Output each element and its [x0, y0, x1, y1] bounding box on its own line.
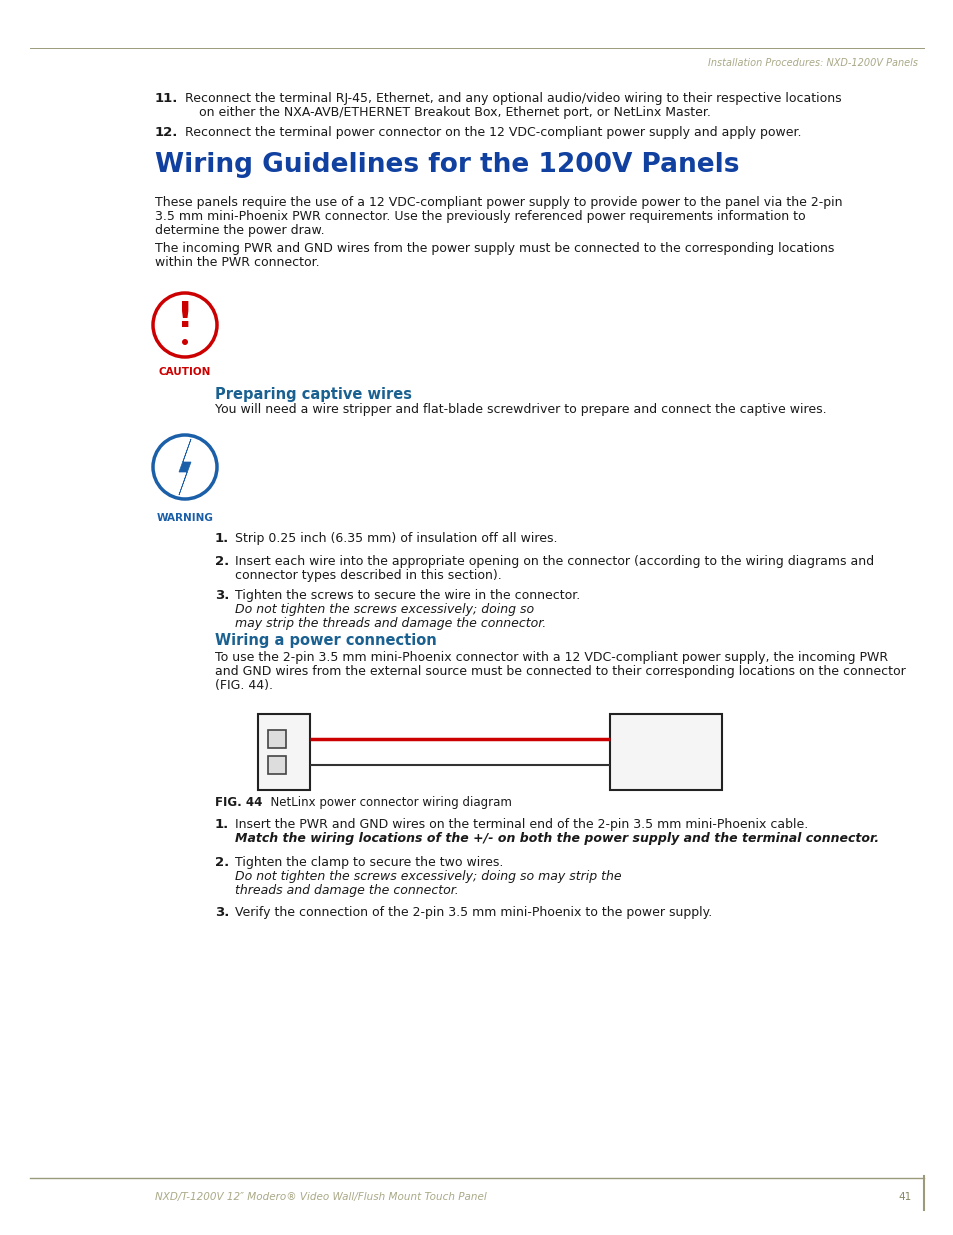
Text: Wiring Guidelines for the 1200V Panels: Wiring Guidelines for the 1200V Panels	[154, 152, 739, 178]
Text: 3.: 3.	[214, 906, 229, 919]
Text: NXD/T-1200V 12″ Modero® Video Wall/Flush Mount Touch Panel: NXD/T-1200V 12″ Modero® Video Wall/Flush…	[154, 1192, 486, 1202]
Text: threads and damage the connector.: threads and damage the connector.	[234, 884, 458, 897]
Text: FIG. 44: FIG. 44	[214, 797, 262, 809]
Text: 2.: 2.	[214, 856, 229, 869]
Text: on either the NXA-AVB/ETHERNET Breakout Box, Ethernet port, or NetLinx Master.: on either the NXA-AVB/ETHERNET Breakout …	[199, 106, 710, 119]
Text: Insert each wire into the appropriate opening on the connector (according to the: Insert each wire into the appropriate op…	[234, 555, 873, 568]
Bar	[609, 714, 721, 790]
Text: (FIG. 44).: (FIG. 44).	[214, 679, 273, 692]
Text: Tighten the screws to secure the wire in the connector.: Tighten the screws to secure the wire in…	[234, 589, 663, 601]
Text: Reconnect the terminal RJ-45, Ethernet, and any optional audio/video wiring to t: Reconnect the terminal RJ-45, Ethernet, …	[185, 91, 841, 105]
Text: The incoming PWR and GND wires from the power supply must be connected to the co: The incoming PWR and GND wires from the …	[154, 242, 834, 254]
Circle shape	[182, 338, 188, 345]
Text: Do not tighten the screws excessively; doing so: Do not tighten the screws excessively; d…	[234, 603, 534, 616]
Text: To use the 2-pin 3.5 mm mini-Phoenix connector with a 12 VDC-compliant power sup: To use the 2-pin 3.5 mm mini-Phoenix con…	[214, 651, 887, 664]
Text: NetLinx power connector wiring diagram: NetLinx power connector wiring diagram	[263, 797, 512, 809]
Text: WARNING: WARNING	[156, 513, 213, 522]
Text: 1.: 1.	[214, 818, 229, 831]
Bar	[268, 730, 286, 748]
Bar	[268, 756, 286, 774]
Text: Wiring a power connection: Wiring a power connection	[214, 634, 436, 648]
Text: CAUTION: CAUTION	[158, 367, 211, 377]
Text: Tighten the clamp to secure the two wires.: Tighten the clamp to secure the two wire…	[234, 856, 507, 869]
Polygon shape	[179, 438, 191, 495]
Text: Installation Procedures: NXD-1200V Panels: Installation Procedures: NXD-1200V Panel…	[707, 58, 917, 68]
Text: within the PWR connector.: within the PWR connector.	[154, 256, 319, 269]
Text: 2.: 2.	[214, 555, 229, 568]
Text: 11.: 11.	[154, 91, 178, 105]
Text: connector types described in this section).: connector types described in this sectio…	[234, 569, 501, 582]
Text: Match the wiring locations of the +/- on both the power supply and the terminal : Match the wiring locations of the +/- on…	[234, 832, 879, 845]
Text: You will need a wire stripper and flat-blade screwdriver to prepare and connect : You will need a wire stripper and flat-b…	[214, 403, 825, 416]
Text: Reconnect the terminal power connector on the 12 VDC-compliant power supply and : Reconnect the terminal power connector o…	[185, 126, 801, 140]
Text: !: !	[176, 300, 193, 333]
Text: Do not tighten the screws excessively; doing so may strip the: Do not tighten the screws excessively; d…	[234, 869, 621, 883]
Text: Insert the PWR and GND wires on the terminal end of the 2-pin 3.5 mm mini-Phoeni: Insert the PWR and GND wires on the term…	[234, 818, 807, 831]
Text: and GND wires from the external source must be connected to their corresponding : and GND wires from the external source m…	[214, 664, 904, 678]
Text: Strip 0.25 inch (6.35 mm) of insulation off all wires.: Strip 0.25 inch (6.35 mm) of insulation …	[234, 532, 557, 545]
Text: Preparing captive wires: Preparing captive wires	[214, 387, 412, 403]
Text: These panels require the use of a 12 VDC-compliant power supply to provide power: These panels require the use of a 12 VDC…	[154, 196, 841, 209]
Bar	[257, 714, 310, 790]
Text: 3.: 3.	[214, 589, 229, 601]
Text: 41: 41	[898, 1192, 911, 1202]
Text: 3.5 mm mini-Phoenix PWR connector. Use the previously referenced power requireme: 3.5 mm mini-Phoenix PWR connector. Use t…	[154, 210, 804, 224]
Text: Verify the connection of the 2-pin 3.5 mm mini-Phoenix to the power supply.: Verify the connection of the 2-pin 3.5 m…	[234, 906, 712, 919]
Text: 1.: 1.	[214, 532, 229, 545]
Text: may strip the threads and damage the connector.: may strip the threads and damage the con…	[234, 618, 546, 630]
Text: determine the power draw.: determine the power draw.	[154, 224, 324, 237]
Text: 12.: 12.	[154, 126, 178, 140]
